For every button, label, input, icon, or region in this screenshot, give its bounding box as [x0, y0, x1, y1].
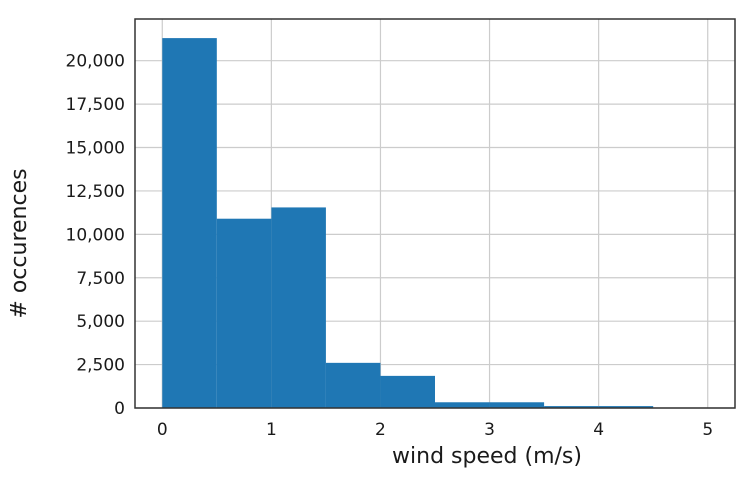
y-tick-label: 0 [114, 399, 125, 419]
y-tick-label: 5,000 [76, 312, 125, 332]
histogram-bar [162, 38, 217, 408]
histogram-bar [217, 219, 272, 408]
y-tick-label: 7,500 [76, 269, 125, 289]
x-tick-label: 5 [702, 420, 713, 440]
histogram-bar [326, 363, 381, 408]
y-tick-label: 2,500 [76, 356, 125, 376]
histogram-bar [435, 402, 490, 408]
y-tick-label: 15,000 [66, 139, 125, 159]
histogram-bar [490, 402, 545, 408]
y-tick-label: 20,000 [66, 52, 125, 72]
y-axis-title: # occurences [7, 168, 32, 318]
x-tick-label: 0 [157, 420, 168, 440]
x-tick-label: 2 [375, 420, 386, 440]
x-axis-title: wind speed (m/s) [392, 444, 582, 469]
x-tick-label: 4 [593, 420, 604, 440]
histogram-bar [271, 207, 326, 408]
x-tick-label: 1 [266, 420, 277, 440]
y-tick-label: 17,500 [66, 95, 125, 115]
histogram-bar [380, 376, 435, 408]
x-tick-label: 3 [484, 420, 495, 440]
y-tick-label: 12,500 [66, 182, 125, 202]
y-tick-label: 10,000 [66, 225, 125, 245]
